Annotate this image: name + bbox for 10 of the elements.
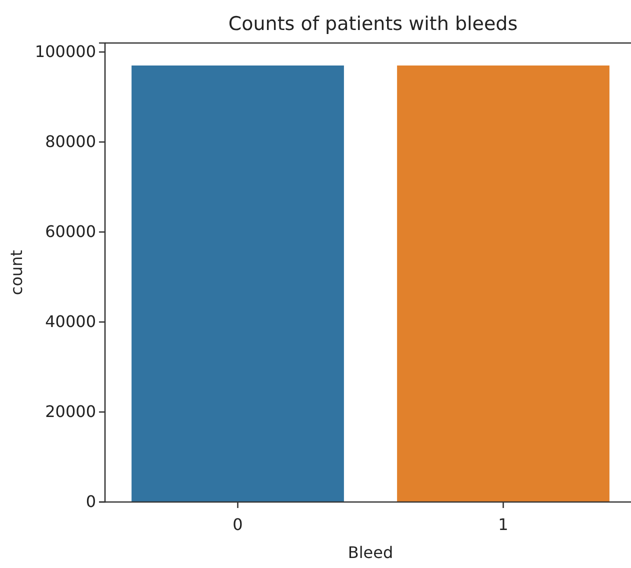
y-tick-label: 40000 (45, 312, 96, 332)
y-tick-label: 60000 (45, 222, 96, 242)
y-tick-label: 100000 (34, 42, 96, 62)
x-tick-label: 1 (498, 515, 508, 534)
chart-title: Counts of patients with bleeds (228, 13, 518, 35)
y-tick-label: 20000 (45, 402, 96, 422)
y-axis-title: count (7, 250, 26, 296)
x-axis-title: Bleed (348, 543, 394, 562)
y-tick-label: 80000 (45, 132, 96, 152)
y-tick-label: 0 (86, 492, 96, 512)
